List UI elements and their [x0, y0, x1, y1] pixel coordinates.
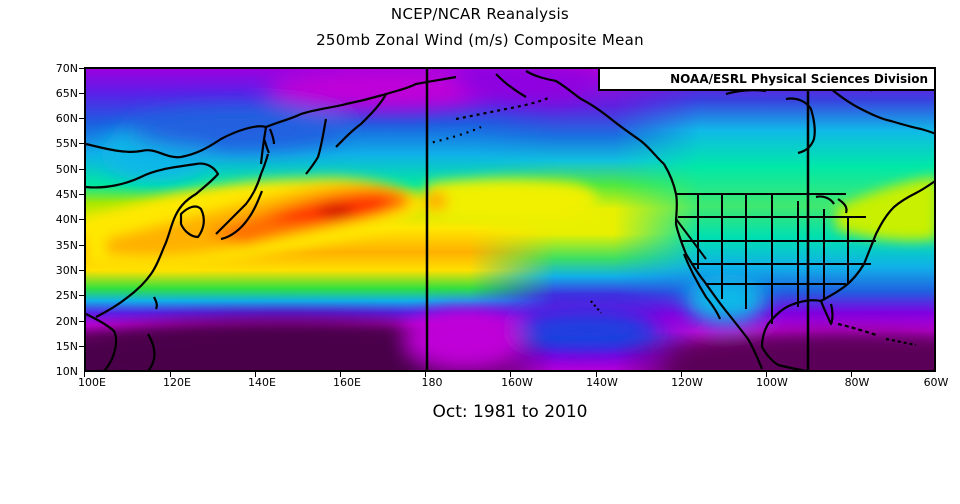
x-label: 140W	[586, 376, 618, 389]
wind-map-plot	[84, 67, 936, 372]
x-tick	[510, 372, 511, 377]
date-range-subtitle: Oct: 1981 to 2010	[432, 402, 588, 422]
x-label: 100W	[756, 376, 788, 389]
x-tick	[596, 372, 597, 377]
y-label: 70N	[55, 62, 78, 75]
y-label: 40N	[55, 213, 78, 226]
x-label: 120W	[671, 376, 703, 389]
y-tick	[79, 219, 85, 220]
y-label: 20N	[55, 315, 78, 328]
y-tick	[79, 169, 85, 170]
y-label: 15N	[55, 340, 78, 353]
y-tick	[79, 270, 85, 271]
contour-map	[86, 69, 934, 370]
y-tick	[79, 321, 85, 322]
y-label: 10N	[55, 365, 78, 378]
x-tick	[340, 372, 341, 377]
y-label: 60N	[55, 112, 78, 125]
y-tick	[79, 118, 85, 119]
y-tick	[79, 194, 85, 195]
x-label: 100E	[78, 376, 106, 389]
x-tick	[84, 372, 85, 377]
y-tick	[79, 68, 85, 69]
x-label: 120E	[163, 376, 191, 389]
credit-label: NOAA/ESRL Physical Sciences Division	[598, 69, 934, 91]
y-label: 45N	[55, 188, 78, 201]
x-label: 180	[421, 376, 443, 389]
chart-title-line1: NCEP/NCAR Reanalysis	[390, 5, 570, 23]
x-label: 160W	[501, 376, 533, 389]
coastlines	[86, 70, 934, 370]
y-label: 50N	[55, 163, 78, 176]
x-tick	[766, 372, 767, 377]
y-label: 25N	[55, 289, 78, 302]
y-tick	[79, 295, 85, 296]
x-label: 60W	[923, 376, 949, 389]
y-label: 35N	[55, 239, 78, 252]
x-tick	[170, 372, 171, 377]
chart-title-line2: 250mb Zonal Wind (m/s) Composite Mean	[316, 31, 644, 49]
x-label: 160E	[333, 376, 361, 389]
y-label: 30N	[55, 264, 78, 277]
y-tick	[79, 245, 85, 246]
x-tick	[681, 372, 682, 377]
y-tick	[79, 346, 85, 347]
x-label: 140E	[248, 376, 276, 389]
x-tick	[425, 372, 426, 377]
y-tick	[79, 143, 85, 144]
y-label: 55N	[55, 137, 78, 150]
x-tick	[255, 372, 256, 377]
x-tick	[851, 372, 852, 377]
y-tick	[79, 93, 85, 94]
y-label: 65N	[55, 87, 78, 100]
x-label: 80W	[844, 376, 870, 389]
us-state-boundaries	[675, 193, 876, 324]
